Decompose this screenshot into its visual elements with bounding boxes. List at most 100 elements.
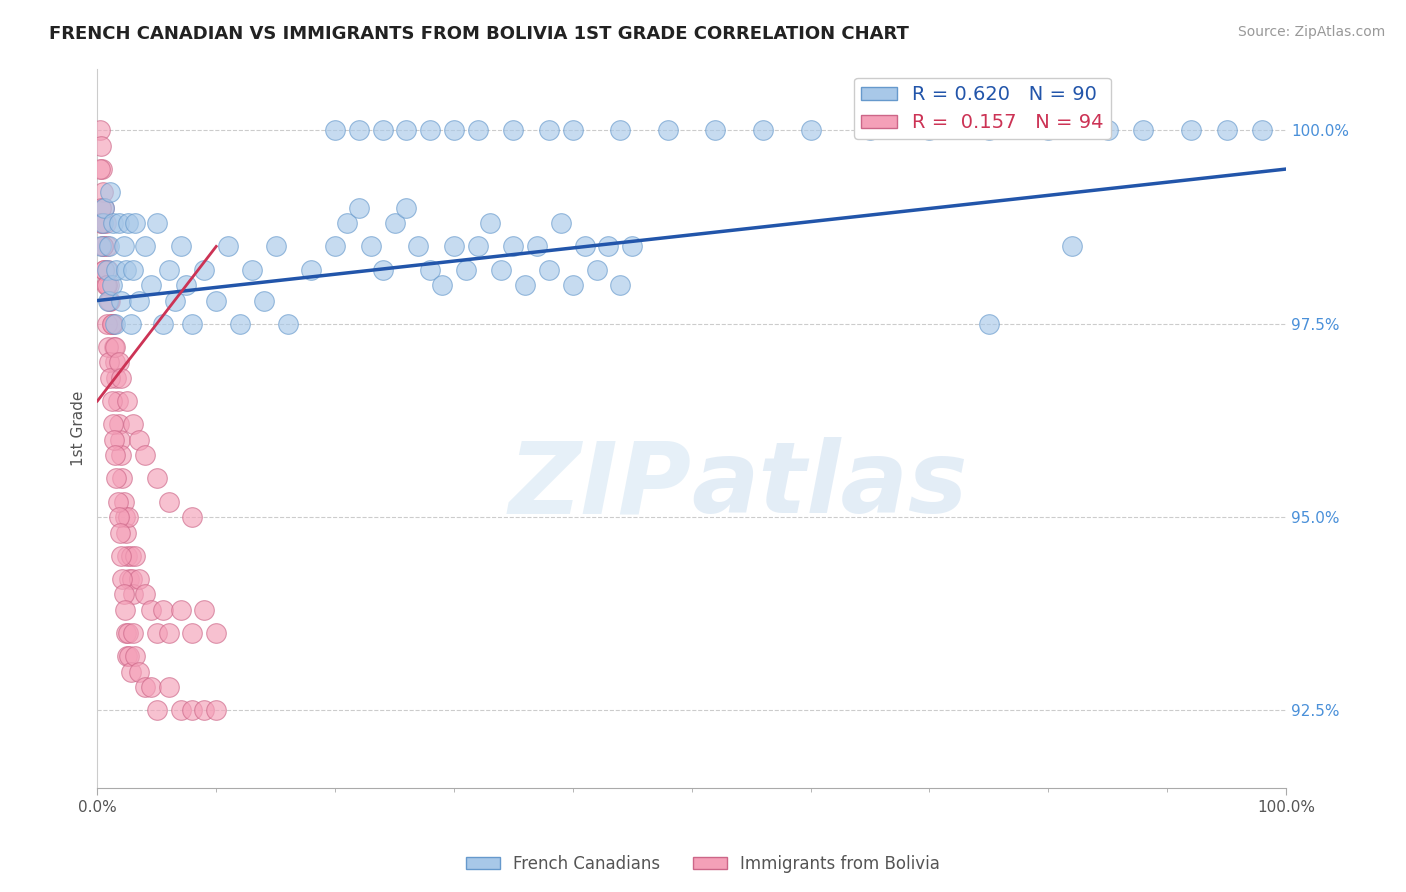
- Point: [443, 239, 465, 253]
- Point: [299, 262, 322, 277]
- Point: [360, 239, 382, 253]
- Point: [134, 239, 156, 253]
- Point: [93, 201, 115, 215]
- Point: [139, 278, 162, 293]
- Point: [1215, 123, 1237, 137]
- Point: [104, 448, 127, 462]
- Point: [111, 471, 134, 485]
- Point: [537, 262, 560, 277]
- Point: [502, 239, 524, 253]
- Point: [163, 293, 186, 308]
- Point: [98, 239, 121, 253]
- Point: [323, 123, 346, 137]
- Point: [96, 262, 118, 277]
- Point: [419, 123, 441, 137]
- Point: [90, 139, 112, 153]
- Point: [107, 216, 129, 230]
- Point: [97, 262, 120, 277]
- Point: [110, 371, 132, 385]
- Point: [89, 123, 111, 137]
- Point: [104, 340, 127, 354]
- Point: [146, 703, 169, 717]
- Point: [124, 216, 146, 230]
- Point: [181, 510, 204, 524]
- Point: [91, 162, 114, 177]
- Point: [91, 216, 114, 230]
- Legend: French Canadians, Immigrants from Bolivia: French Canadians, Immigrants from Bolivi…: [460, 848, 946, 880]
- Point: [347, 123, 370, 137]
- Point: [104, 355, 127, 369]
- Point: [585, 262, 607, 277]
- Point: [117, 510, 139, 524]
- Y-axis label: 1st Grade: 1st Grade: [72, 391, 86, 466]
- Point: [1180, 123, 1202, 137]
- Point: [94, 278, 117, 293]
- Point: [977, 317, 1000, 331]
- Point: [419, 262, 441, 277]
- Point: [128, 665, 150, 679]
- Point: [454, 262, 477, 277]
- Point: [205, 293, 228, 308]
- Point: [117, 216, 139, 230]
- Point: [1097, 123, 1119, 137]
- Point: [110, 293, 132, 308]
- Point: [157, 262, 180, 277]
- Point: [121, 572, 143, 586]
- Point: [91, 239, 114, 253]
- Point: [100, 278, 122, 293]
- Point: [502, 123, 524, 137]
- Point: [90, 239, 112, 253]
- Point: [101, 216, 124, 230]
- Point: [91, 186, 114, 200]
- Point: [1060, 239, 1083, 253]
- Point: [120, 549, 142, 563]
- Text: ZIP: ZIP: [509, 437, 692, 534]
- Point: [90, 201, 112, 215]
- Point: [108, 525, 131, 540]
- Point: [561, 123, 583, 137]
- Point: [96, 317, 118, 331]
- Point: [90, 216, 112, 230]
- Point: [217, 239, 239, 253]
- Point: [107, 355, 129, 369]
- Point: [122, 417, 145, 432]
- Point: [561, 278, 583, 293]
- Point: [371, 262, 394, 277]
- Point: [609, 123, 631, 137]
- Point: [152, 603, 174, 617]
- Point: [395, 201, 418, 215]
- Point: [118, 572, 141, 586]
- Point: [1251, 123, 1274, 137]
- Point: [205, 703, 228, 717]
- Point: [120, 665, 142, 679]
- Point: [181, 626, 204, 640]
- Point: [134, 587, 156, 601]
- Point: [395, 123, 418, 137]
- Point: [107, 417, 129, 432]
- Point: [93, 201, 115, 215]
- Point: [146, 626, 169, 640]
- Point: [193, 603, 215, 617]
- Point: [253, 293, 276, 308]
- Point: [112, 239, 135, 253]
- Point: [91, 239, 114, 253]
- Point: [277, 317, 299, 331]
- Point: [977, 123, 1000, 137]
- Point: [111, 572, 134, 586]
- Point: [430, 278, 453, 293]
- Point: [146, 471, 169, 485]
- Point: [240, 262, 263, 277]
- Point: [97, 293, 120, 308]
- Point: [124, 549, 146, 563]
- Point: [169, 603, 191, 617]
- Point: [336, 216, 359, 230]
- Point: [112, 587, 135, 601]
- Point: [122, 626, 145, 640]
- Point: [205, 626, 228, 640]
- Point: [124, 649, 146, 664]
- Point: [108, 433, 131, 447]
- Point: [117, 626, 139, 640]
- Point: [128, 293, 150, 308]
- Point: [134, 448, 156, 462]
- Point: [157, 626, 180, 640]
